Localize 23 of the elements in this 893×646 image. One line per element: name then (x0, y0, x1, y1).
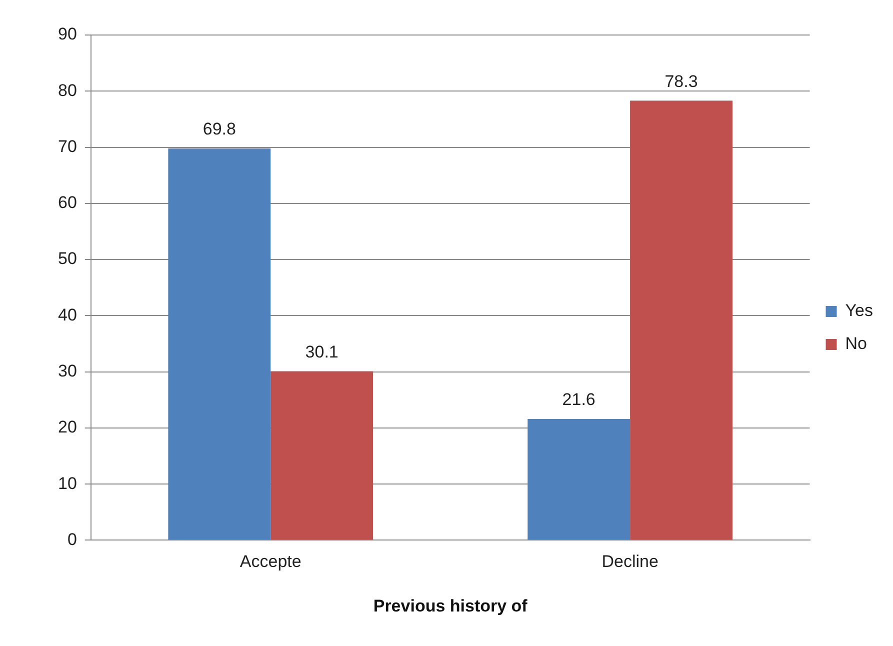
y-tick-label: 20 (58, 418, 77, 437)
x-tick-label: Accepte (240, 552, 302, 572)
data-label: 21.6 (562, 390, 596, 410)
bar (528, 418, 630, 540)
data-label: 69.8 (202, 120, 236, 139)
y-tick-label: 50 (58, 249, 77, 268)
y-tick-label: 10 (58, 474, 77, 493)
bar (168, 148, 271, 540)
y-tick-label: 40 (58, 305, 77, 324)
bar (270, 371, 374, 540)
legend-label: Yes (845, 301, 873, 320)
legend-label: No (845, 334, 867, 354)
y-tick-label: 0 (67, 530, 77, 549)
bar (630, 100, 732, 540)
x-tick-label: Decline (602, 552, 658, 572)
x-axis-title: Previous history of (373, 596, 528, 616)
y-tick-label: 60 (58, 193, 77, 212)
y-tick-label: 80 (58, 80, 77, 100)
data-label: 30.1 (305, 342, 338, 362)
data-label: 78.3 (664, 72, 698, 91)
y-tick-label: 90 (58, 24, 77, 44)
y-tick-label: 70 (58, 136, 77, 156)
y-tick-label: 30 (58, 361, 77, 380)
